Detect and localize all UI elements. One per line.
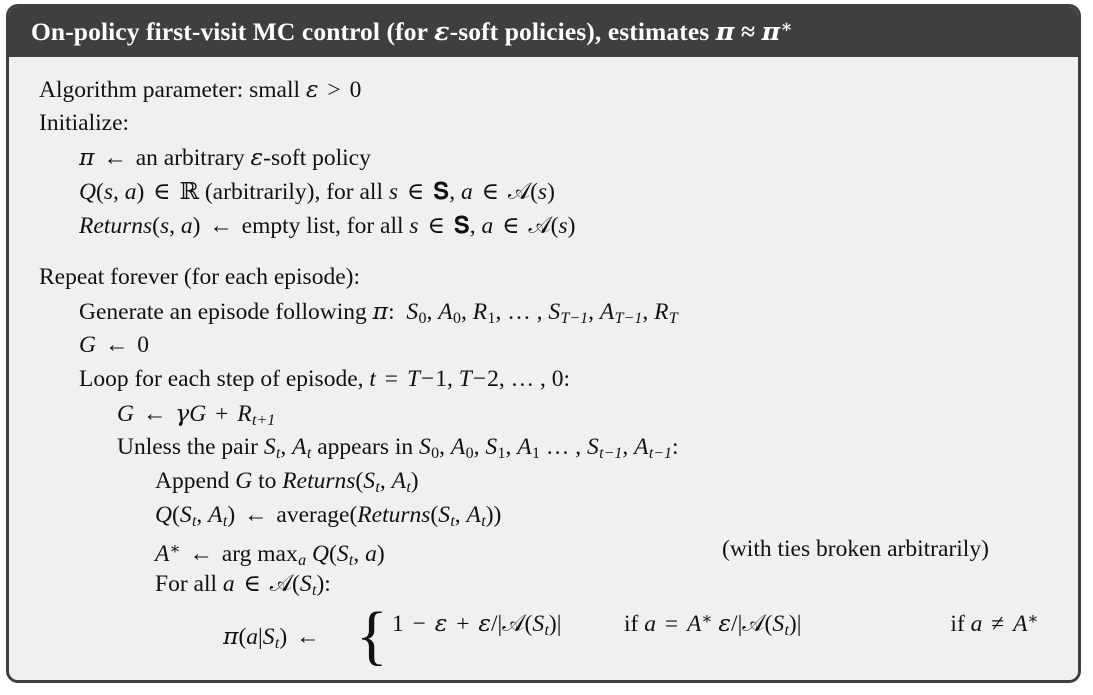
cases-lhs: π(a|St) ← [223, 622, 320, 653]
section-gap [9, 242, 1078, 260]
line-for-all-actions: For all a ∈ 𝒜(St): [155, 569, 331, 600]
cases-condition: if a = A∗ [624, 609, 713, 637]
algorithm-box: On-policy first-visit MC control (for ε-… [6, 4, 1081, 683]
algorithm-body: Algorithm parameter: small ε > 0 Initial… [9, 57, 1078, 680]
line-generate-episode: Generate an episode following π: S0, A0,… [79, 297, 678, 328]
argmax-tie-comment: (with ties broken arbitrarily) [722, 536, 989, 562]
line-argmax-astar: A∗ ← arg maxa Q(St, a) (with ties broken… [9, 532, 1078, 569]
line-init-returns: Returns(s, a) ← empty list, for all s ∈ … [79, 211, 576, 239]
line-init-g: G ← 0 [79, 332, 149, 358]
algorithm-title-bar: On-policy first-visit MC control (for ε-… [9, 7, 1078, 57]
line-initialize-header: Initialize: [39, 110, 130, 136]
cases-condition: if a ≠ A∗ [950, 609, 1039, 637]
line-unless-pair: Unless the pair St, At appears in S0, A0… [117, 434, 679, 463]
cases-brace-icon: { [356, 599, 388, 672]
line-append-g: Append G to Returns(St, At) [155, 468, 419, 497]
line-update-q: Q(St, At) ← average(Returns(St, At)) [155, 502, 502, 531]
line-algorithm-parameter: Algorithm parameter: small ε > 0 [39, 75, 362, 103]
line-loop-steps: Loop for each step of episode, t = T−1, … [79, 366, 571, 392]
cases-row: 1 − ε + ε/|𝒜(St)| if a = A∗ [392, 609, 718, 639]
line-init-policy: π ← an arbitrary ε-soft policy [79, 143, 371, 171]
line-init-q: Q(s, a) ∈ ℝ (arbitrarily), for all s ∈ 𝐒… [79, 177, 555, 205]
cases-rows: 1 − ε + ε/|𝒜(St)| if a = A∗ ε/|𝒜(St)| if a… [392, 602, 1039, 648]
cases-value: 1 − ε + ε/|𝒜(St)| [392, 608, 562, 640]
page-title: On-policy first-visit MC control (for ε-… [31, 16, 793, 48]
cases-row: ε/|𝒜(St)| if a ≠ A∗ [718, 609, 1039, 639]
line-repeat-forever: Repeat forever (for each episode): [39, 264, 360, 290]
cases-value: ε/|𝒜(St)| [718, 608, 802, 640]
policy-update-cases: π(a|St) ← { 1 − ε + ε/|𝒜(St)| if a = A∗ ε… [9, 600, 1078, 672]
line-update-g: G ← γG + Rt+1 [117, 399, 276, 430]
